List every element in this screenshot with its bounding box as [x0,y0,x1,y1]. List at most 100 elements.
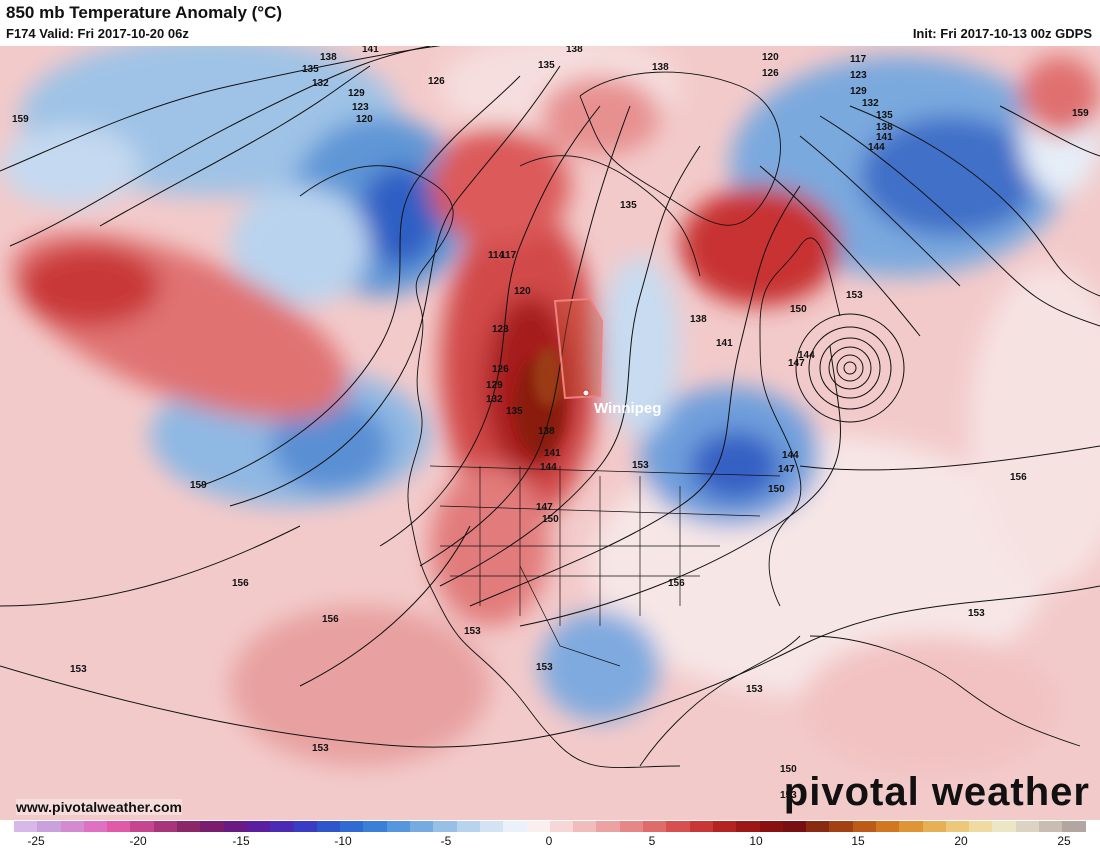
height-contour-label: 120 [762,52,779,63]
colorbar-swatch [107,821,131,832]
height-contour-label: 156 [668,578,685,589]
colorbar-swatch [829,821,853,832]
valid-time: F174 Valid: Fri 2017-10-20 06z [6,26,189,41]
init-time: Init: Fri 2017-10-13 00z GDPS [912,26,1092,41]
height-contour-label: 129 [348,88,365,99]
colorbar-swatch [200,821,224,832]
height-contour-label: 144 [868,142,885,153]
colorbar-swatch [386,821,411,832]
colorbar-swatch [992,821,1016,832]
colorbar-swatch [526,821,550,832]
height-contour-label: 144 [540,462,557,473]
winnipeg-marker[interactable] [582,389,590,397]
height-contour-label: 126 [492,364,509,375]
header: 850 mb Temperature Anomaly (°C) F174 Val… [0,0,1100,46]
height-contour-label: 144 [782,450,799,461]
colorbar-swatch [806,821,830,832]
website-url: www.pivotalweather.com [16,799,182,815]
colorbar-swatch [852,821,876,832]
colorbar-tick-label: 15 [851,834,865,848]
colorbar-tick-label: -15 [232,834,250,848]
colorbar-swatch [875,821,900,832]
height-label-layer: 1591411381351321291231201261381351381201… [12,46,1089,801]
colorbar-swatch [969,821,993,832]
colorbar-swatch [83,821,108,832]
colorbar-tick-label: -20 [129,834,147,848]
height-contour-label: 138 [690,314,707,325]
anomaly-map[interactable]: Winnipeg 159 141 138 135 132 129 123 120 126 138 1… [0,46,1100,820]
colorbar-swatch [549,821,574,832]
height-contour-label: 123 [352,102,369,113]
coastlines [299,71,1081,769]
colorbar-swatch [782,821,807,832]
height-contour-label: 147 [536,502,553,513]
brand-logo: pivotal weather [783,770,1090,814]
colorbar-swatch [596,821,620,832]
height-contour-label: 150 [542,514,559,525]
colorbar-swatch [573,821,597,832]
colorbar-swatch [246,821,271,832]
height-contour-label: 129 [850,86,867,97]
height-contour-label: 120 [356,114,373,125]
colorbar-swatch [479,821,504,832]
anomaly-field [0,46,1100,776]
colorbar-tick-label: 20 [954,834,968,848]
colorbar-swatch [1062,821,1086,832]
height-contour-label: 153 [846,290,863,301]
colorbar-swatch [736,821,760,832]
colorbar-swatch [363,821,387,832]
city-label: Winnipeg [594,400,661,417]
height-contour-label: 132 [312,78,329,89]
height-contour-label: 117 [850,54,867,65]
anomaly-core [515,346,565,456]
height-contour-label: 132 [862,98,879,109]
height-contour-label: 153 [464,626,481,637]
height-contour-label: 159 [12,114,29,125]
colorbar-swatch [410,821,434,832]
political-boundaries [429,465,781,667]
manitoba-outline [553,297,604,400]
colorbar-tick-label: 5 [648,834,656,848]
height-contour-label: 126 [762,68,779,79]
height-contour-label: 141 [362,46,379,55]
height-contour-label: 156 [232,578,249,589]
height-contour-label: 126 [428,76,445,87]
colorbar-swatch [223,821,247,832]
colorbar-swatch [899,821,923,832]
height-contour-label: 153 [780,790,797,801]
height-contour-label: 120 [514,286,531,297]
colorbar-swatch [153,821,178,832]
height-contour-label: 135 [506,406,523,417]
height-contour-label: 147 [778,464,795,475]
height-contour-label: 135 [538,60,555,71]
height-contour-label: 150 [768,484,785,495]
colorbar-tick-label: 10 [749,834,763,848]
height-contour-label: 135 [876,110,893,121]
height-contour-label: 135 [620,200,637,211]
height-contour-label: 150 [790,304,807,315]
colorbar-swatch [433,821,457,832]
height-contour-label: 153 [746,684,763,695]
height-contour-label: 153 [70,664,87,675]
height-contour-label: 156 [322,614,339,625]
colorbar-swatch [712,821,737,832]
height-contour-label: 147 [788,358,805,369]
colorbar-swatch [643,821,667,832]
height-contour-label: 150 [780,764,797,775]
low-pressure-center [795,313,905,423]
height-contour-label: 141 [876,132,893,143]
colorbar-swatch [14,821,38,832]
map-canvas: Winnipeg 1591411381351321291231201261381… [0,46,1100,820]
colorbar-swatch [619,821,644,832]
colorbar-swatch [689,821,713,832]
colorbar-swatch [503,821,527,832]
colorbar-swatch [60,821,84,832]
height-contour-label: 123 [850,70,867,81]
colorbar-swatch [37,821,61,832]
colorbar-tick-label: -5 [440,834,452,848]
colorbar-swatch [340,821,364,832]
height-contour-label: 129 [486,380,503,391]
height-contour-label: 153 [968,608,985,619]
colorbar-tick-label: -25 [27,834,45,848]
colorbar-swatch [130,821,154,832]
